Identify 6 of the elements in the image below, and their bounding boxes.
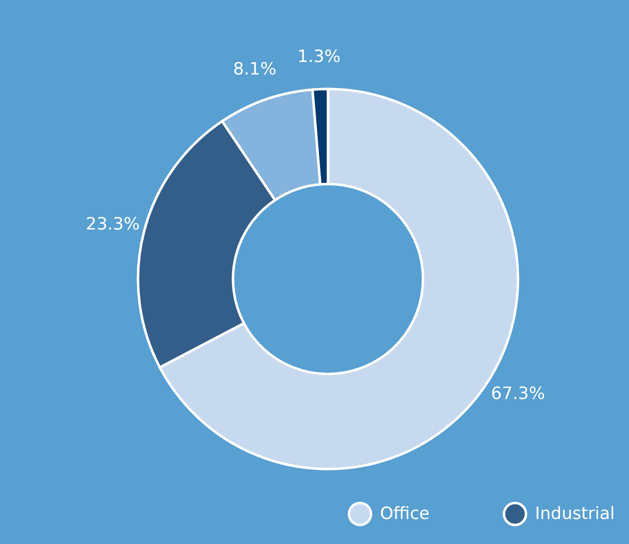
- legend-label: Industrial: [535, 504, 615, 524]
- data-label: 1.3%: [297, 47, 341, 68]
- data-label: 23.3%: [86, 214, 140, 234]
- legend-label: Office: [380, 504, 430, 524]
- data-label: 8.1%: [233, 59, 276, 80]
- data-label: 67.3%: [491, 384, 546, 404]
